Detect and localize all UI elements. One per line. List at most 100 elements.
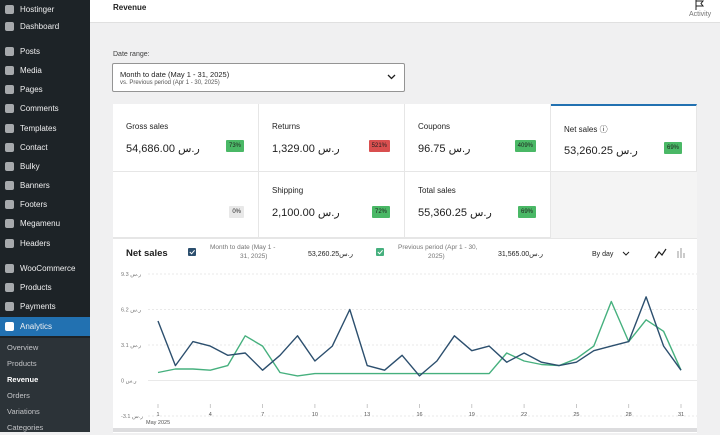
menu-item[interactable]: Payments [0, 297, 90, 316]
menu-item[interactable]: Hostinger [0, 0, 90, 19]
x-tick-label: 28 [626, 412, 632, 418]
legend-label: Previous period (Apr 1 - 30, 2025) [398, 244, 478, 260]
x-tick-label: 16 [416, 412, 422, 418]
menu-item[interactable]: Products [0, 278, 90, 297]
menu-item[interactable]: Posts [0, 42, 90, 61]
menu-icon [5, 239, 14, 248]
y-tick-label: 6.2 ر.س [121, 308, 141, 314]
menu-item[interactable]: Pages [0, 80, 90, 99]
series-line [157, 296, 682, 377]
top-bar [90, 0, 720, 23]
menu-icon [5, 322, 14, 331]
date-range-compare[interactable]: vs. Previous period (Apr 1 - 30, 2025) [120, 80, 220, 86]
summary-card[interactable]: Total sales 55,360.25 ر.س 69% [405, 172, 551, 238]
submenu-item[interactable]: Orders [7, 391, 30, 400]
menu-item[interactable]: Footers [0, 195, 90, 214]
x-tick-label: 1 [156, 412, 159, 418]
menu-item[interactable]: Dashboard [0, 17, 90, 36]
menu-item[interactable]: Analytics [0, 317, 90, 336]
date-range-select[interactable]: Month to date (May 1 - 31, 2025) vs. Pre… [112, 63, 405, 92]
x-tick-label: 22 [521, 412, 527, 418]
interval-select[interactable]: By day [592, 251, 614, 258]
menu-item[interactable]: Templates [0, 119, 90, 138]
submenu-background [0, 338, 90, 432]
submenu-item[interactable]: Categories [7, 423, 44, 432]
x-tick-label: 25 [573, 412, 579, 418]
delta-badge: 69% [663, 142, 682, 154]
menu-item[interactable]: Media [0, 61, 90, 80]
card-label: Shipping [272, 186, 304, 195]
summary-card[interactable]: Coupons 96.75 ر.س 409% [405, 104, 551, 172]
menu-item[interactable]: Headers [0, 234, 90, 253]
delta-badge: 409% [514, 140, 536, 152]
menu-icon [5, 66, 14, 75]
summary-card[interactable]: Gross sales 54,686.00 ر.س 73% [113, 104, 259, 172]
chart-title: Net sales [126, 248, 168, 259]
card-value: 1,329.00 ر.س [272, 143, 340, 155]
line-chart-toggle[interactable] [654, 248, 667, 259]
delta-badge: 73% [225, 140, 244, 152]
legend-label: Month to date (May 1 -31, 2025) [210, 244, 275, 260]
date-range-label: Date range: [113, 51, 150, 58]
legend-total: 53,260.25ر.س [308, 251, 353, 258]
menu-item[interactable]: Comments [0, 99, 90, 118]
legend-check [377, 249, 383, 255]
menu-item[interactable]: Banners [0, 176, 90, 195]
menu-icon [5, 283, 14, 292]
menu-icon [5, 143, 14, 152]
card-value: 2,100.00 ر.س [272, 207, 340, 219]
date-range-value[interactable]: Month to date (May 1 - 31, 2025) [120, 70, 230, 79]
summary-card[interactable]: 0% [113, 172, 259, 238]
submenu-item[interactable]: Revenue [7, 375, 39, 384]
submenu-item[interactable]: Products [7, 359, 37, 368]
scrollbar [113, 428, 697, 432]
x-tick-label: 19 [469, 412, 475, 418]
activity-label[interactable]: Activity [689, 11, 712, 18]
y-tick-label: 3.1 ر.س [121, 343, 141, 349]
menu-icon [5, 219, 14, 228]
series-line [157, 300, 682, 377]
menu-icon [5, 162, 14, 171]
x-tick-label: 4 [209, 412, 212, 418]
legend-check [189, 249, 195, 255]
delta-badge: 521% [368, 140, 390, 152]
menu-icon [5, 264, 14, 273]
summary-card[interactable]: Returns 1,329.00 ر.س 521% [259, 104, 405, 172]
menu-icon [5, 47, 14, 56]
menu-item[interactable]: Megamenu [0, 214, 90, 233]
menu-icon [5, 5, 14, 14]
submenu-item[interactable]: Overview [7, 343, 39, 352]
card-value: 53,260.25 ر.س [564, 145, 638, 157]
y-tick-label: 9.3 ر.س [121, 272, 141, 278]
delta-badge: 72% [371, 206, 390, 218]
legend-checkbox[interactable] [188, 248, 196, 256]
menu-icon [5, 22, 14, 31]
card-label: Coupons [418, 122, 451, 131]
menu-icon [5, 302, 14, 311]
interval-chevron [622, 251, 630, 256]
submenu-item[interactable]: Variations [7, 407, 40, 416]
card-label: Net sales ⓘ [564, 125, 608, 134]
menu-icon [5, 104, 14, 113]
chart-panel [113, 238, 697, 433]
menu-icon [5, 200, 14, 209]
chevron [387, 74, 396, 80]
menu-item[interactable]: WooCommerce [0, 259, 90, 278]
delta-badge: 69% [517, 206, 536, 218]
card-value: 55,360.25 ر.س [418, 207, 492, 219]
empty-cell [551, 172, 697, 238]
legend-checkbox[interactable] [376, 248, 384, 256]
bar-chart-toggle[interactable] [677, 248, 685, 258]
delta-badge: 0% [229, 206, 244, 218]
menu-item[interactable]: Bulky [0, 157, 90, 176]
summary-card[interactable]: Net sales ⓘ 53,260.25 ر.س 69% [551, 104, 697, 172]
activity-icon[interactable] [694, 0, 706, 10]
x-tick-label: 31 [678, 412, 684, 418]
menu-item[interactable]: Contact [0, 138, 90, 157]
menu-icon [5, 85, 14, 94]
summary-card[interactable]: Shipping 2,100.00 ر.س 72% [259, 172, 405, 238]
x-tick-label: 13 [364, 412, 370, 418]
card-label: Total sales [418, 186, 456, 195]
